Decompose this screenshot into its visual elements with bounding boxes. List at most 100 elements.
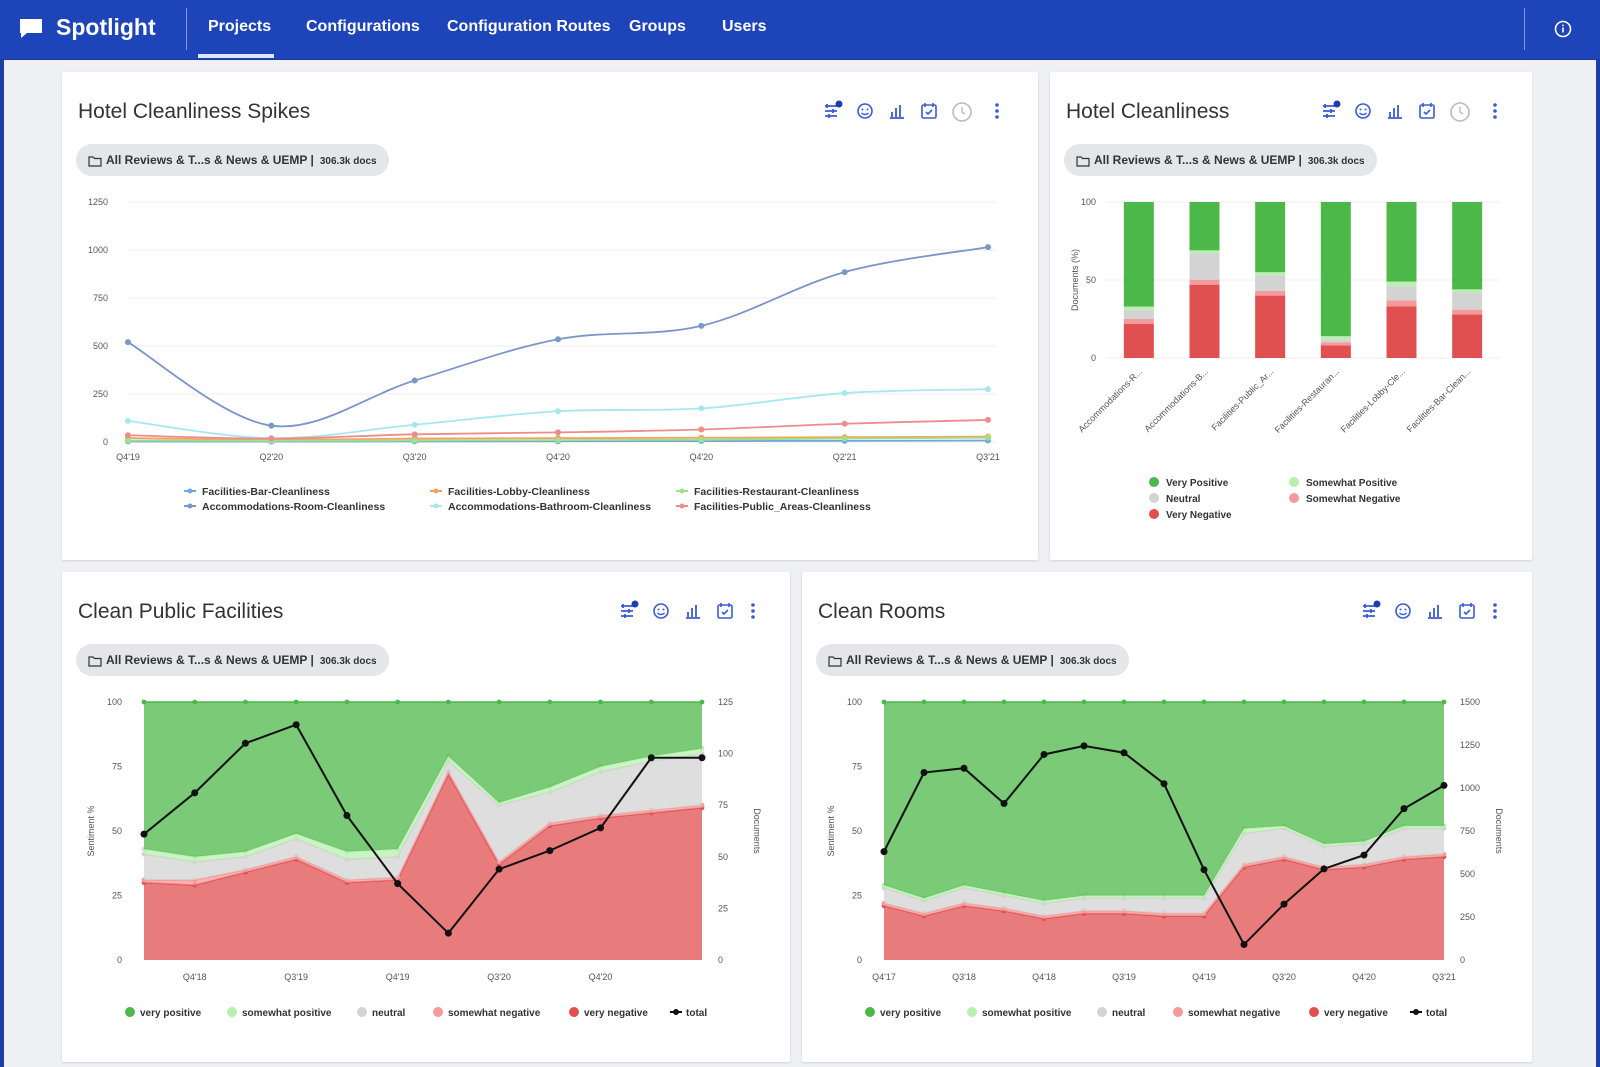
more-options-icon[interactable]: [1490, 100, 1500, 122]
history-icon[interactable]: [1448, 100, 1472, 124]
filter-icon[interactable]: [618, 600, 640, 622]
x-tick-label: Q2'21: [833, 452, 857, 462]
total-point: [241, 739, 249, 747]
total-point: [960, 764, 968, 772]
more-options-icon[interactable]: [748, 600, 758, 622]
legend-label: Facilities-Bar-Cleanliness: [202, 486, 330, 498]
y-tick-label: 100: [107, 697, 122, 707]
y2-tick-label: 500: [1460, 869, 1475, 879]
info-icon[interactable]: [1554, 20, 1572, 38]
nav-groups[interactable]: Groups: [629, 18, 686, 35]
x-tick-label: Q3'21: [976, 452, 1000, 462]
docs-count: 306.3k docs: [1059, 656, 1117, 667]
legend-marker: [187, 488, 193, 494]
total-point: [1040, 750, 1048, 758]
more-options-icon[interactable]: [992, 100, 1002, 122]
bar-segment-very-positive: [1255, 202, 1286, 273]
x-tick-label: Q2'20: [259, 452, 283, 462]
sentiment-icon[interactable]: [650, 600, 672, 622]
data-point: [125, 437, 131, 444]
legend-label: neutral: [372, 1008, 406, 1019]
data-point: [1041, 699, 1047, 705]
legend-marker: [679, 503, 685, 509]
nav-configurations[interactable]: Configurations: [306, 18, 420, 35]
source-filter-pill[interactable]: All Reviews & T...s & News & UEMP | 306.3…: [76, 144, 389, 176]
source-filter-pill[interactable]: All Reviews & T...s & News & UEMP | 306.3…: [1064, 144, 1377, 176]
data-point: [598, 699, 603, 705]
data-point: [881, 699, 887, 705]
sentiment-icon[interactable]: [1352, 100, 1374, 122]
source-label: All Reviews & T...s & News & UEMP |: [1094, 153, 1302, 167]
data-point: [125, 339, 131, 346]
legend-marker: [1173, 1007, 1183, 1017]
y-tick-label: 0: [117, 955, 122, 965]
area-very-positive: [884, 702, 1444, 901]
x-tick-label: Q3'18: [952, 972, 976, 982]
nav-configuration-routes[interactable]: Configuration Routes: [447, 18, 611, 35]
card-hotel-cleanliness-spikes: Hotel Cleanliness Spikes All Reviews & T…: [62, 72, 1038, 560]
source-label: All Reviews & T...s & News & UEMP |: [106, 653, 314, 667]
nav-users[interactable]: Users: [722, 18, 767, 35]
total-point: [444, 929, 452, 937]
data-point: [293, 699, 299, 705]
bar-chart-icon[interactable]: [1384, 100, 1406, 122]
source-filter-pill[interactable]: All Reviews & T...s & News & UEMP | 306.3…: [76, 644, 389, 676]
data-point: [841, 435, 848, 442]
data-point: [344, 699, 350, 705]
calendar-check-icon[interactable]: [918, 100, 940, 122]
app-brand[interactable]: Spotlight: [56, 14, 156, 40]
legend-marker: [679, 488, 685, 494]
bar-segment-neutral: [1123, 309, 1154, 319]
bar-chart-icon[interactable]: [886, 100, 908, 122]
calendar-check-icon[interactable]: [1416, 100, 1438, 122]
bar-segment-somewhat-negative: [1386, 300, 1417, 307]
filter-icon[interactable]: [822, 100, 844, 122]
card-toolbar: [618, 600, 778, 624]
bar-segment-somewhat-positive: [1189, 250, 1220, 254]
filter-icon[interactable]: [1360, 600, 1382, 622]
y2-tick-label: 125: [718, 697, 733, 707]
sentiment-icon[interactable]: [854, 100, 876, 122]
y-tick-label: 750: [93, 293, 108, 303]
sentiment-icon[interactable]: [1392, 600, 1414, 622]
x-tick-label: Q4'20: [546, 452, 570, 462]
area-chart: 0 25 50 75 100 0 25 50 75 100 125 Sentiment % Docume…: [86, 697, 762, 1019]
bar-segment-neutral: [1452, 292, 1483, 310]
y2-axis-label: Documents: [752, 808, 762, 854]
bar-chart-icon[interactable]: [1424, 600, 1446, 622]
y2-tick-label: 1500: [1460, 697, 1480, 707]
legend-marker: [1097, 1007, 1107, 1017]
area-neutral: [144, 753, 702, 881]
card-clean-public-facilities: Clean Public Facilities All Reviews & T.…: [62, 572, 790, 1062]
legend-label: Facilities-Public_Areas-Cleanliness: [694, 501, 871, 513]
legend-label: Somewhat Negative: [1306, 494, 1401, 505]
data-point: [841, 390, 848, 397]
legend-label: neutral: [1112, 1008, 1146, 1019]
area-chart: 02550751000250500750100012501500Sentimen…: [826, 697, 1504, 1019]
bar-segment-somewhat-negative: [1320, 342, 1351, 346]
total-point: [880, 848, 888, 856]
source-filter-pill[interactable]: All Reviews & T...s & News & UEMP | 306.3…: [816, 644, 1129, 676]
nav-projects[interactable]: Projects: [208, 18, 272, 35]
bar-segment-somewhat-negative: [1452, 309, 1483, 315]
bar-chart-icon[interactable]: [682, 600, 704, 622]
more-options-icon[interactable]: [1490, 600, 1500, 622]
x-tick-label: Facilities-Lobby-Cle...: [1339, 366, 1407, 434]
nav-active-indicator: [198, 54, 274, 58]
source-label: All Reviews & T...s & News & UEMP |: [106, 153, 314, 167]
x-tick-label: Q3'21: [1432, 972, 1456, 982]
data-point: [985, 434, 991, 441]
legend-label: very positive: [140, 1008, 202, 1019]
calendar-check-icon[interactable]: [1456, 600, 1478, 622]
legend-marker: [569, 1007, 579, 1017]
legend-marker: [1149, 493, 1159, 503]
filter-icon[interactable]: [1320, 100, 1342, 122]
card-toolbar: [822, 100, 1022, 124]
data-point: [555, 437, 561, 444]
source-label: All Reviews & T...s & News & UEMP |: [846, 653, 1054, 667]
bar-segment-very-positive: [1320, 202, 1351, 337]
legend-label: somewhat positive: [982, 1008, 1072, 1019]
data-point: [1401, 699, 1407, 705]
history-icon[interactable]: [950, 100, 974, 124]
calendar-check-icon[interactable]: [714, 600, 736, 622]
